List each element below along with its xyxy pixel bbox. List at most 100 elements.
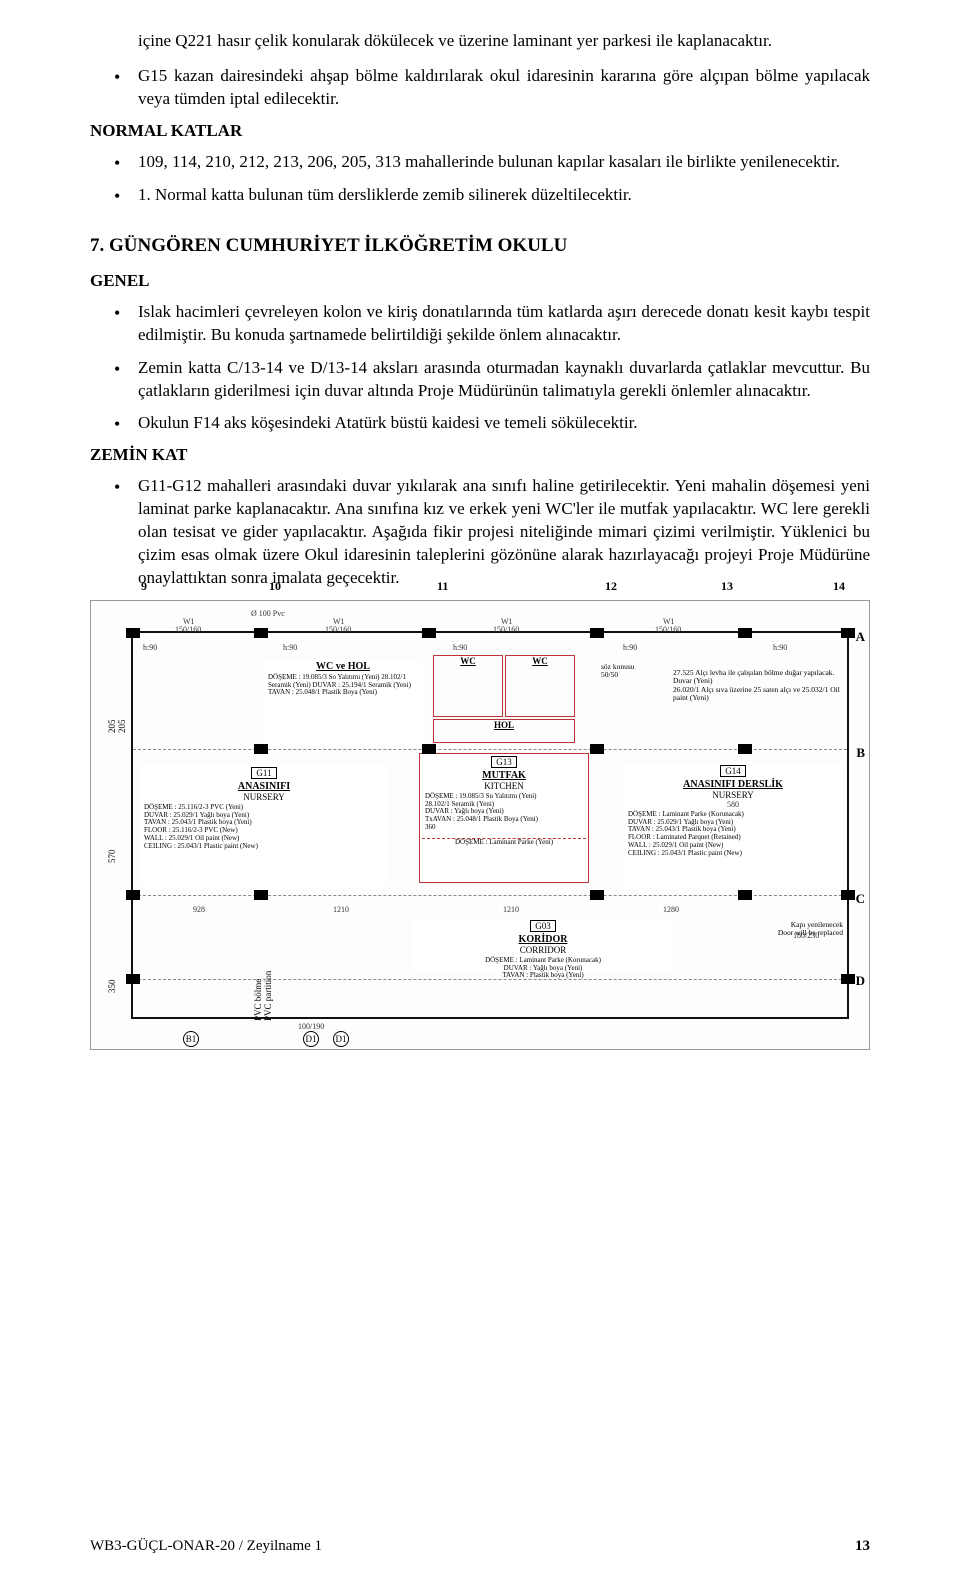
g03-sub: CORRIDOR (415, 945, 671, 955)
w1-dim: 150/160 (655, 625, 681, 634)
bullet-item: G11-G12 mahalleri arasındaki duvar yıkıl… (110, 475, 870, 590)
bullet-item: 1. Normal katta bulunan tüm dersliklerde… (110, 184, 870, 207)
g14-title: ANASINIFI DERSLİK (625, 779, 841, 790)
col-mark (738, 890, 752, 900)
col-label-14: 14 (833, 579, 845, 594)
d1-dim: 100/190 (298, 1022, 324, 1031)
h90: h:90 (143, 643, 157, 652)
door-replace-note: Kapı yenilenecek Door will be replaced (778, 921, 843, 938)
g13-tag: G13 (491, 756, 517, 768)
dim-1210a: 1210 (333, 905, 349, 914)
g03-specs: DÖŞEME : Laminant Parke (Korunacak) DUVA… (415, 957, 671, 980)
g14-specs: DÖŞEME : Laminant Parke (Korunacak) DUVA… (625, 811, 841, 857)
g13-title: MUTFAK (422, 770, 586, 781)
wc-hol-specs: DÖŞEME : 19.085/3 So Yalıtımı (Yeni) 28.… (265, 674, 421, 697)
ldim-205a: 205 (107, 720, 117, 734)
g13-specs: DÖŞEME : 19.085/3 Su Yalıtımı (Yeni) 28.… (422, 793, 586, 831)
room-g11: G11 ANASINIFI NURSERY DÖŞEME : 25.116/2-… (139, 765, 389, 887)
g11-specs: DÖŞEME : 25.116/2-3 PVC (Yeni) DUVAR : 2… (141, 804, 387, 850)
bullet-item: G15 kazan dairesindeki ahşap bölme kaldı… (110, 65, 870, 111)
g03-tag: G03 (530, 920, 556, 932)
col-mark (738, 628, 752, 638)
genel-list: Islak hacimleri çevreleyen kolon ve kiri… (110, 301, 870, 436)
col-mark (590, 890, 604, 900)
wc-label: WC (434, 656, 502, 666)
soz-konusu: söz konusu 50/50 (601, 663, 635, 680)
wc-cell-2: WC (505, 655, 575, 717)
dim-928: 928 (193, 905, 205, 914)
ldim-570: 570 (107, 850, 117, 864)
normal-katlar-heading: NORMAL KATLAR (90, 121, 870, 141)
dim-1280: 1280 (663, 905, 679, 914)
bullets-top: G15 kazan dairesindeki ahşap bölme kaldı… (110, 65, 870, 111)
h90: h:90 (283, 643, 297, 652)
col-mark (590, 744, 604, 754)
col-label-9: 9 (141, 579, 147, 594)
col-mark (590, 628, 604, 638)
zemin-list: G11-G12 mahalleri arasındaki duvar yıkıl… (110, 475, 870, 590)
col-mark (254, 744, 268, 754)
section-7-heading: 7. GÜNGÖREN CUMHURİYET İLKÖĞRETİM OKULU (90, 235, 870, 257)
footer-left: WB3-GÜÇL-ONAR-20 / Zeyilname 1 (90, 1538, 322, 1555)
bullet-item: Okulun F14 aks köşesindeki Atatürk büstü… (110, 412, 870, 435)
footer-page-number: 13 (855, 1538, 870, 1555)
row-label-b: B (856, 745, 865, 761)
w1-dim: 150/160 (325, 625, 351, 634)
col-mark (126, 974, 140, 984)
col-mark (841, 890, 855, 900)
row-label-d: D (856, 973, 865, 989)
page-footer: WB3-GÜÇL-ONAR-20 / Zeyilname 1 13 (90, 1538, 870, 1555)
room-g03: G03 KORİDOR CORRIDOR DÖŞEME : Laminant P… (413, 918, 673, 972)
col-mark (422, 628, 436, 638)
g13-bottom: DÖŞEME : Laminant Parke (Yeni) (422, 838, 586, 847)
col-mark (422, 744, 436, 754)
tag-b1: B1 (183, 1031, 199, 1047)
tag-d1a: D1 (303, 1031, 319, 1047)
w1-dim: 150/160 (175, 625, 201, 634)
col-label-10: 10 (269, 579, 281, 594)
col-mark (841, 628, 855, 638)
g11-sub: NURSERY (141, 792, 387, 802)
col-mark (254, 628, 268, 638)
ldim-350: 350 (107, 980, 117, 994)
col-mark (254, 890, 268, 900)
floor-plan-diagram: 9 10 11 12 13 14 Ø 100 Pvc A B C D W1 W1 (90, 600, 870, 1050)
g14-dim: 580 (625, 800, 841, 809)
wc-cell-1: WC (433, 655, 503, 717)
row-label-a: A (856, 629, 865, 645)
wc-hol-title: WC ve HOL (265, 661, 421, 672)
top-paragraph: içine Q221 hasır çelik konularak dökülec… (138, 30, 870, 53)
room-wc-hol: WC ve HOL DÖŞEME : 19.085/3 So Yalıtımı … (263, 659, 423, 743)
g14-tag: G14 (720, 765, 746, 777)
room-g13: G13 MUTFAK KITCHEN DÖŞEME : 19.085/3 Su … (419, 753, 589, 883)
w1-dim: 150/160 (493, 625, 519, 634)
hol-label: HOL (494, 720, 514, 730)
bullet-item: Zemin katta C/13-14 ve D/13-14 aksları a… (110, 357, 870, 403)
g11-title: ANASINIFI (141, 781, 387, 792)
g03-title: KORİDOR (415, 934, 671, 945)
col-mark (126, 628, 140, 638)
col-10-sub: Ø 100 Pvc (251, 609, 285, 618)
h90: h:90 (453, 643, 467, 652)
dim-1210b: 1210 (503, 905, 519, 914)
right-top-spec: 27.525 Alçı levha ile çalışılan bölme du… (673, 669, 843, 702)
normal-katlar-list: 109, 114, 210, 212, 213, 206, 205, 313 m… (110, 151, 870, 207)
col-label-12: 12 (605, 579, 617, 594)
h90: h:90 (773, 643, 787, 652)
pvc-note: PVC bölme PVC partition (253, 971, 273, 1021)
g11-tag: G11 (251, 767, 276, 779)
wc-label: WC (506, 656, 574, 666)
ldim-205b: 205 (117, 720, 127, 734)
plan-outline: A B C D W1 W1 W1 W1 150/160 150/160 150/… (131, 631, 849, 1019)
col-mark (738, 744, 752, 754)
bullet-item: Islak hacimleri çevreleyen kolon ve kiri… (110, 301, 870, 347)
hol-cell: HOL (433, 719, 575, 743)
col-label-11: 11 (437, 579, 448, 594)
bullet-item: 109, 114, 210, 212, 213, 206, 205, 313 m… (110, 151, 870, 174)
row-label-c: C (856, 891, 865, 907)
genel-label: GENEL (90, 271, 870, 291)
col-mark (126, 890, 140, 900)
zemin-kat-label: ZEMİN KAT (90, 445, 870, 465)
g14-sub: NURSERY (625, 790, 841, 800)
tag-d1b: D1 (333, 1031, 349, 1047)
